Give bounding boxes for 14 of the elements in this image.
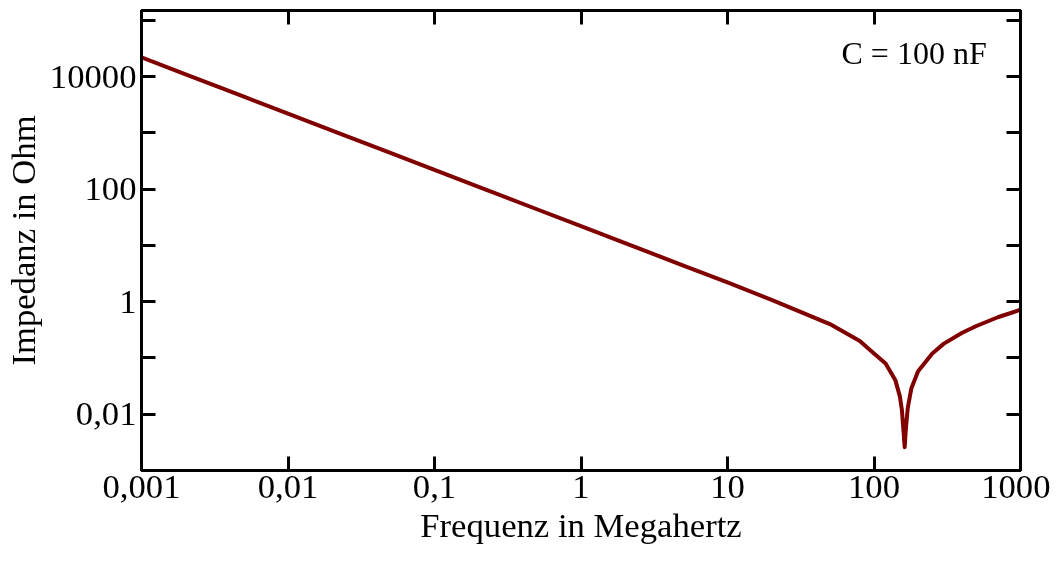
y-tick-label: 0,01	[75, 394, 137, 433]
x-tick-label: 0,01	[257, 466, 319, 505]
y-tick-label: 1	[119, 281, 137, 320]
x-axis-title: Frequenz in Megahertz	[420, 505, 742, 544]
x-tick-label: 0,001	[102, 466, 181, 505]
x-tick-label: 10	[710, 466, 745, 505]
y-tick-label: 10000	[49, 56, 137, 95]
y-axis-title: Impedanz in Ohm	[3, 115, 42, 366]
x-tick-label: 100	[848, 466, 900, 505]
y-tick-label: 100	[84, 169, 137, 208]
x-tick-label: 1	[572, 466, 590, 505]
x-tick-label: 1000	[981, 466, 1051, 505]
x-tick-label: 0,1	[412, 466, 457, 505]
annotation: C = 100 nF	[841, 34, 987, 71]
